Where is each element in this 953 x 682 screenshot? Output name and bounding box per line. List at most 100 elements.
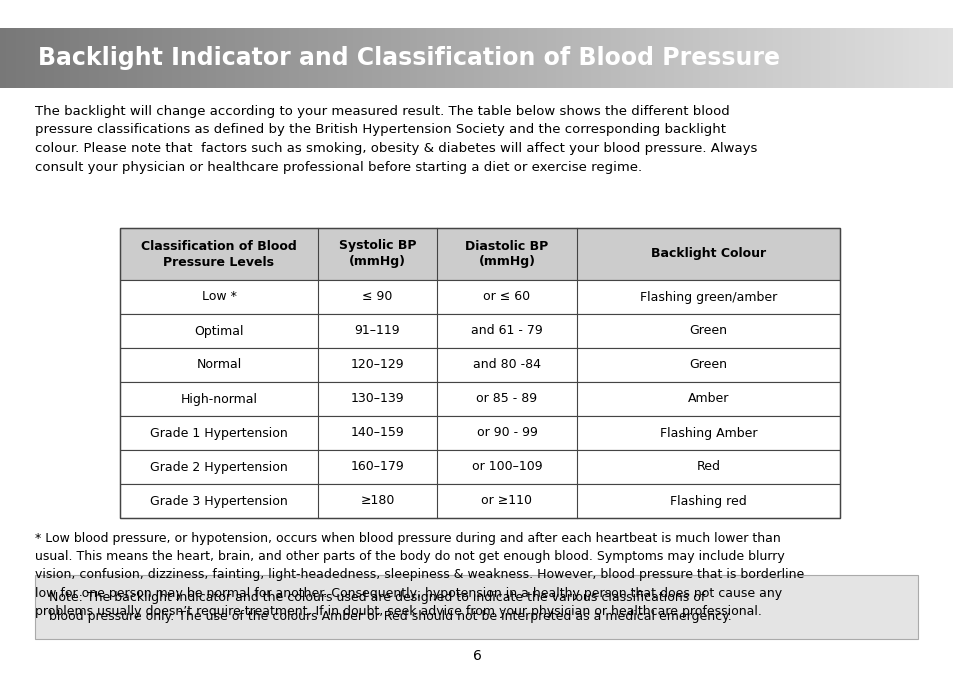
Bar (70, 28, 73, 88)
Bar (391, 28, 395, 88)
Bar (403, 28, 407, 88)
Bar (140, 28, 144, 88)
Bar (346, 28, 350, 88)
Bar (553, 28, 557, 88)
Bar (98, 28, 102, 88)
Bar (191, 28, 194, 88)
Bar (410, 28, 414, 88)
Bar (922, 28, 925, 88)
Text: Low *: Low * (201, 291, 236, 303)
Bar (73, 28, 77, 88)
Bar (493, 28, 497, 88)
Text: Backlight Colour: Backlight Colour (650, 248, 765, 261)
Bar (943, 28, 947, 88)
Bar (760, 28, 763, 88)
Text: Grade 1 Hypertension: Grade 1 Hypertension (150, 426, 288, 439)
Bar (22, 28, 26, 88)
Bar (45, 28, 49, 88)
Bar (534, 28, 537, 88)
Bar (679, 28, 683, 88)
Text: 120–129: 120–129 (350, 359, 404, 372)
Bar (508, 28, 512, 88)
Bar (848, 28, 852, 88)
Bar (836, 28, 840, 88)
Bar (274, 28, 277, 88)
Bar (798, 28, 801, 88)
Bar (155, 28, 159, 88)
Bar (734, 28, 738, 88)
Bar (810, 28, 814, 88)
Text: Grade 2 Hypertension: Grade 2 Hypertension (150, 460, 288, 473)
Bar (600, 28, 604, 88)
Bar (613, 28, 617, 88)
Bar (422, 28, 426, 88)
Bar (841, 28, 845, 88)
Bar (655, 28, 659, 88)
Bar (670, 28, 674, 88)
Text: ≥180: ≥180 (360, 494, 395, 507)
Bar (598, 28, 601, 88)
Bar (136, 28, 140, 88)
Bar (727, 28, 731, 88)
Text: Green: Green (689, 359, 727, 372)
Bar (505, 28, 509, 88)
Bar (622, 28, 626, 88)
Bar (432, 28, 436, 88)
Bar (264, 28, 268, 88)
Bar (207, 28, 211, 88)
Bar (737, 28, 740, 88)
Bar (343, 28, 347, 88)
Bar (639, 28, 642, 88)
Bar (76, 28, 80, 88)
Text: ≤ 90: ≤ 90 (362, 291, 393, 303)
Bar (124, 28, 128, 88)
Bar (314, 28, 318, 88)
Bar (120, 280, 840, 314)
Bar (375, 28, 378, 88)
Bar (867, 28, 871, 88)
Bar (226, 28, 230, 88)
Bar (133, 28, 137, 88)
Bar (537, 28, 540, 88)
Bar (238, 28, 242, 88)
Bar (937, 28, 941, 88)
Bar (57, 28, 61, 88)
Bar (877, 28, 881, 88)
Bar (131, 28, 134, 88)
Bar (10, 28, 13, 88)
Bar (105, 28, 109, 88)
Bar (279, 28, 283, 88)
Bar (902, 28, 906, 88)
Bar (120, 416, 840, 450)
Bar (886, 28, 890, 88)
Bar (772, 28, 776, 88)
Bar (645, 28, 649, 88)
Bar (248, 28, 252, 88)
Bar (474, 28, 477, 88)
Bar (60, 28, 64, 88)
Bar (350, 28, 354, 88)
Bar (550, 28, 554, 88)
Bar (79, 28, 83, 88)
Bar (35, 28, 39, 88)
Bar (705, 28, 709, 88)
Bar (365, 28, 369, 88)
Bar (270, 28, 274, 88)
Text: * Low blood pressure, or hypotension, occurs when blood pressure during and afte: * Low blood pressure, or hypotension, oc… (35, 532, 803, 618)
Bar (677, 28, 680, 88)
Bar (607, 28, 611, 88)
Bar (378, 28, 382, 88)
Bar (83, 28, 87, 88)
Bar (496, 28, 499, 88)
Bar (517, 28, 521, 88)
Bar (200, 28, 204, 88)
Text: Backlight Indicator and Classification of Blood Pressure: Backlight Indicator and Classification o… (38, 46, 780, 70)
Bar (880, 28, 883, 88)
Bar (743, 28, 747, 88)
Bar (114, 28, 118, 88)
Bar (267, 28, 271, 88)
Bar (121, 28, 125, 88)
Bar (702, 28, 706, 88)
Bar (92, 28, 96, 88)
Bar (216, 28, 220, 88)
